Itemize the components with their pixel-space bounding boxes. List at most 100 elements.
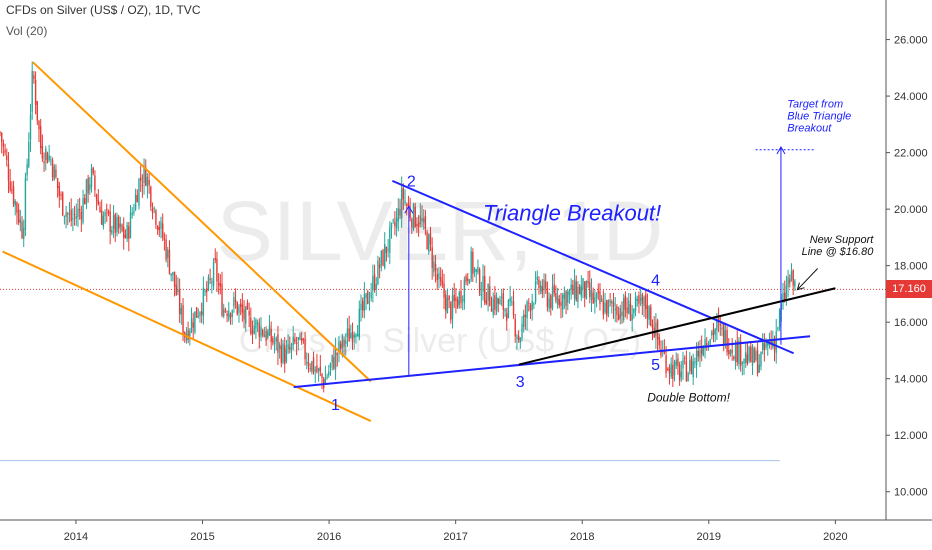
candle-body: [453, 294, 455, 302]
candle-body: [253, 325, 255, 334]
candle-body: [156, 226, 159, 230]
candle-body: [680, 371, 683, 378]
annotation-arrowhead: [796, 282, 805, 291]
candle-body: [700, 346, 703, 355]
candle-body: [300, 337, 303, 342]
candle-body: [712, 329, 715, 335]
candle-body: [512, 301, 515, 316]
candle-body: [270, 328, 272, 342]
grid: [0, 288, 886, 462]
candle-body: [489, 286, 491, 306]
candle-body: [365, 293, 367, 299]
watermark-symbol: SILVER, 1D: [217, 184, 664, 278]
candle-body: [338, 341, 340, 353]
candle-body: [84, 198, 86, 205]
candle-body: [250, 317, 252, 334]
candle-body: [139, 177, 142, 181]
candle-body: [117, 216, 120, 229]
candle-body: [284, 345, 286, 364]
candle-body: [363, 294, 366, 311]
candle-body: [17, 209, 20, 223]
candle-body: [561, 294, 564, 310]
trendline-orange-lower: [2, 250, 372, 422]
candle-body: [560, 301, 562, 306]
candle-body: [450, 302, 452, 321]
candle-body: [0, 132, 1, 134]
volume-indicator-label[interactable]: Vol (20): [6, 24, 48, 38]
candle-body: [567, 291, 569, 303]
candle-body: [214, 258, 216, 261]
candle-body: [602, 301, 605, 315]
candle-body: [167, 249, 169, 258]
candle-body: [131, 213, 133, 215]
candle-body: [228, 310, 230, 320]
y-tick-label: 14.000: [894, 374, 928, 386]
trendline-black-support: [518, 287, 836, 366]
x-tick-label: 2019: [697, 531, 721, 543]
candle-body: [295, 342, 298, 344]
candle-body: [524, 314, 527, 318]
candle-body: [660, 349, 662, 356]
candle-body: [141, 184, 144, 186]
candle-body: [223, 308, 225, 317]
candle-body: [578, 286, 581, 295]
candle-body: [694, 361, 696, 363]
candle-body: [480, 293, 483, 296]
candle-body: [545, 281, 547, 288]
candle-body: [551, 286, 554, 309]
annotation-new-support: Line @ $16.80: [802, 246, 875, 258]
candle-body: [229, 313, 232, 318]
candle-body: [160, 221, 162, 229]
candle-body: [790, 271, 793, 281]
candle-body: [123, 226, 125, 238]
candle-body: [692, 361, 694, 378]
candle-body: [246, 302, 249, 310]
candle-body: [778, 309, 781, 328]
candle-body: [531, 300, 533, 311]
candle-body: [612, 302, 615, 307]
trendlines[interactable]: [2, 61, 836, 422]
candle-body: [445, 294, 447, 311]
candle-body: [373, 274, 376, 290]
candle-body: [484, 276, 486, 303]
point-label: 2: [407, 174, 416, 191]
candle-body: [289, 347, 291, 350]
candle-body: [626, 307, 628, 314]
candle-body: [377, 260, 379, 285]
candle-body: [6, 155, 8, 161]
candle-body: [341, 335, 344, 349]
candle-body: [433, 261, 435, 273]
candle-body: [414, 206, 416, 227]
candle-body: [495, 296, 498, 312]
projection-arrowhead: [404, 205, 414, 214]
candle-body: [306, 362, 308, 364]
candle-body: [399, 208, 401, 216]
trendline-orange-upper: [32, 61, 372, 383]
candle-body: [472, 251, 474, 274]
x-tick-label: 2016: [317, 531, 341, 543]
candle-body: [45, 148, 47, 160]
candle-body: [33, 75, 35, 80]
watermark-description: CFDs on Silver (US$ / OZ): [239, 322, 641, 360]
annotation-target: Target from: [787, 98, 843, 110]
candle-body: [312, 357, 315, 373]
candle-body: [756, 350, 759, 374]
candle-body: [119, 223, 122, 227]
candle-body: [592, 292, 594, 304]
candle-body: [455, 297, 457, 302]
candle-body: [195, 307, 198, 318]
candle-body: [402, 187, 405, 200]
candle-body: [536, 276, 538, 280]
candle-body: [126, 225, 128, 239]
candle-body: [746, 354, 749, 364]
candle-body: [439, 277, 442, 282]
candle-body: [394, 222, 396, 227]
candle-body: [375, 283, 377, 290]
candle-body: [63, 215, 66, 217]
candle-body: [12, 186, 15, 205]
candle-body: [722, 323, 725, 345]
candle-body: [606, 300, 608, 316]
candle-body: [446, 297, 449, 314]
